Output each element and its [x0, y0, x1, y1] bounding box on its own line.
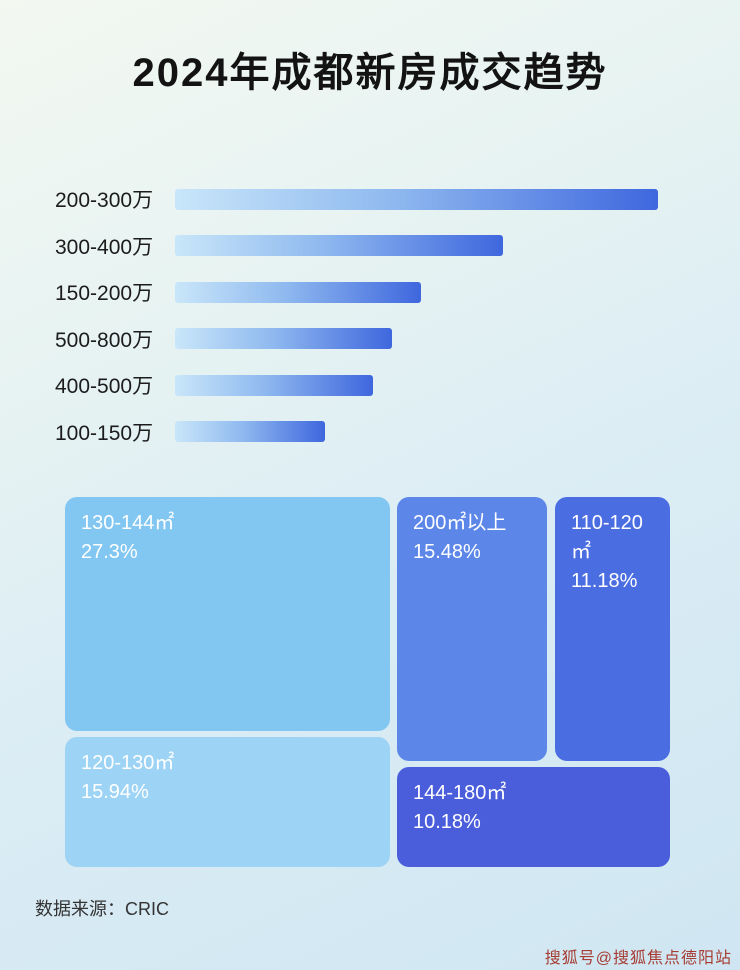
bar-row: 300-400万 [55, 223, 695, 270]
treemap-box-value: 27.3% [81, 541, 138, 563]
treemap-box-label: 110-120㎡ [571, 512, 643, 563]
treemap-box-value: 11.18% [571, 570, 638, 592]
bar-row: 150-200万 [55, 269, 695, 316]
bar-label: 100-150万 [55, 421, 154, 445]
treemap-box-200-plus: 200㎡以上 15.48% [397, 497, 547, 761]
treemap-box-130-144: 130-144㎡ 27.3% [65, 497, 390, 731]
bar-track [175, 421, 658, 443]
bar-fill [175, 328, 393, 350]
treemap-box-label: 144-180㎡ [413, 782, 507, 804]
bar-track [175, 374, 658, 396]
bar-fill [175, 235, 504, 257]
treemap-box-value: 15.48% [413, 541, 481, 563]
treemap-box-label: 200㎡以上 [413, 512, 507, 534]
treemap-box-value: 15.94% [81, 781, 149, 803]
bar-row: 200-300万 [55, 176, 695, 223]
price-range-bar-chart: 200-300万 300-400万 150-200万 500-800万 400-… [55, 176, 695, 455]
bar-fill [175, 374, 374, 396]
bar-track [175, 281, 658, 303]
bar-track [175, 235, 658, 257]
bar-track [175, 188, 658, 210]
treemap-box-value: 10.18% [413, 811, 481, 833]
treemap-box-144-180: 144-180㎡ 10.18% [397, 767, 670, 867]
bar-row: 100-150万 [55, 409, 695, 456]
watermark-text: 搜狐号@搜狐焦点德阳站 [544, 950, 732, 967]
bar-label: 300-400万 [55, 235, 154, 259]
area-size-treemap: 130-144㎡ 27.3% 120-130㎡ 15.94% 200㎡以上 15… [65, 497, 670, 867]
bar-track [175, 328, 658, 350]
bar-label: 200-300万 [55, 189, 154, 213]
bar-row: 500-800万 [55, 316, 695, 363]
treemap-box-120-130: 120-130㎡ 15.94% [65, 737, 390, 867]
bar-label: 400-500万 [55, 375, 154, 399]
bar-label: 500-800万 [55, 328, 154, 352]
bar-fill [175, 421, 325, 443]
bar-label: 150-200万 [55, 282, 154, 306]
bar-fill [175, 281, 422, 303]
page-title: 2024年成都新房成交趋势 [132, 51, 608, 95]
treemap-box-label: 130-144㎡ [81, 512, 175, 534]
treemap-box-110-120: 110-120㎡ 11.18% [555, 497, 670, 761]
treemap-box-label: 120-130㎡ [81, 752, 175, 774]
data-source-text: 数据来源：CRIC [35, 899, 169, 919]
bar-row: 400-500万 [55, 362, 695, 409]
bar-fill [175, 188, 658, 210]
